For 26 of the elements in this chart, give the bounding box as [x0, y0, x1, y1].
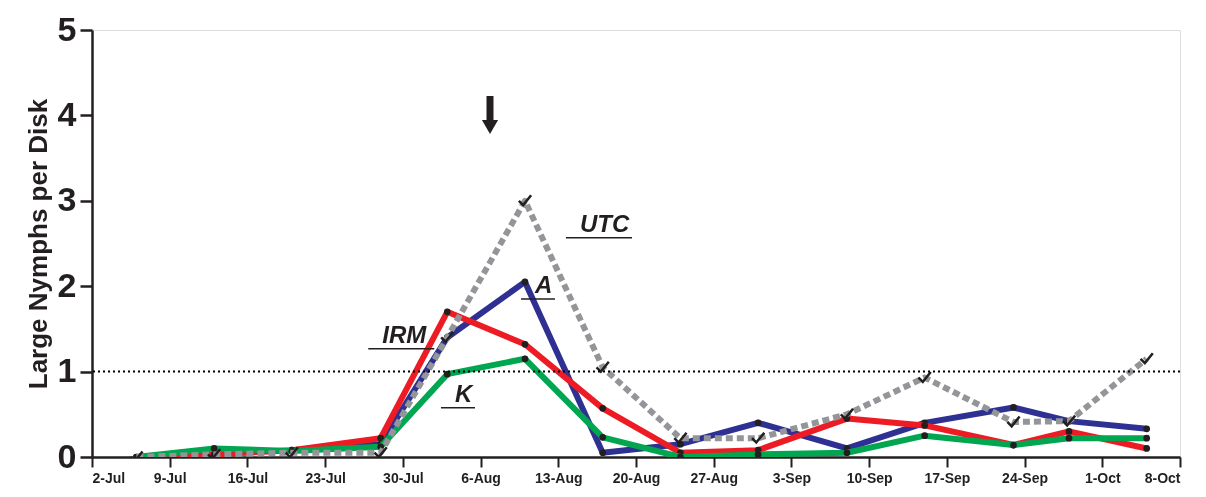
y-tick-label: 5: [57, 9, 77, 48]
y-tick-label: 4: [57, 94, 77, 133]
x-tick-label: 30-Jul: [383, 469, 424, 486]
series-label: K: [454, 379, 474, 407]
x-tick-label: 10-Sep: [846, 469, 893, 486]
series-label: A: [533, 270, 553, 298]
y-tick-label: 1: [57, 351, 77, 390]
y-tick-label: 3: [57, 180, 77, 219]
x-tick-label: 9-Jul: [153, 469, 187, 486]
x-tick-label: 20-Aug: [612, 469, 661, 486]
x-tick-label: 23-Jul: [305, 469, 346, 486]
x-tick-label: 27-Aug: [690, 469, 738, 486]
x-tick-label: 2-Jul: [92, 469, 126, 486]
x-tick-label: 3-Sep: [772, 469, 811, 486]
series-label: IRM: [382, 320, 428, 348]
y-tick-label: 2: [57, 265, 77, 304]
y-tick-label: 0: [57, 436, 77, 475]
y-axis-title: Large Nymphs per Disk: [22, 98, 53, 390]
x-tick-label: 13-Aug: [535, 469, 583, 486]
x-tick-label: 1-Oct: [1084, 469, 1122, 486]
x-tick-label: 17-Sep: [924, 469, 971, 486]
series-label: UTC: [579, 209, 630, 237]
x-tick-label: 6-Aug: [461, 469, 501, 486]
x-tick-label: 16-Jul: [227, 469, 269, 486]
x-tick-label: 8-Oct: [1144, 469, 1181, 486]
x-tick-label: 24-Sep: [1002, 469, 1049, 486]
